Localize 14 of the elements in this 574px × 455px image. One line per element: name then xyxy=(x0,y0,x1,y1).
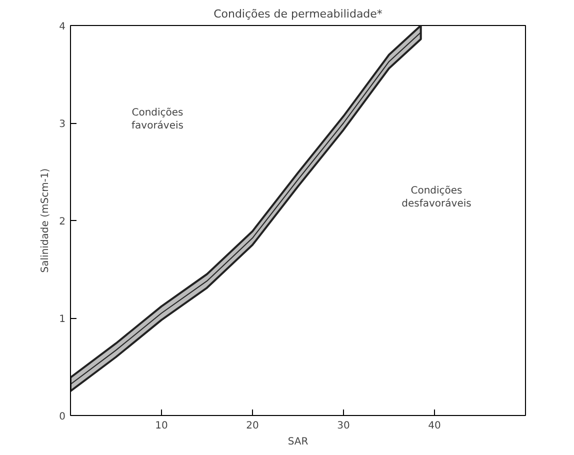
y-axis-title: Salinidade (mScm-1) xyxy=(40,168,52,273)
x-tick-label: 30 xyxy=(337,420,350,432)
annotation: Condições desfavoráveis xyxy=(402,185,472,210)
y-tick-label: 3 xyxy=(59,119,66,130)
y-tick-label: 2 xyxy=(59,216,66,228)
x-tick-label: 20 xyxy=(246,420,259,432)
y-tick-label: 0 xyxy=(59,412,66,422)
y-tick-label: 4 xyxy=(59,22,66,32)
x-axis-title: SAR xyxy=(288,436,308,448)
x-tick-label: 40 xyxy=(428,420,441,432)
y-tick-label: 1 xyxy=(59,314,66,325)
x-tick-label: 10 xyxy=(155,420,168,432)
chart-title: Condições de permeabilidade* xyxy=(214,8,383,20)
annotation: Condições favoráveis xyxy=(132,107,184,132)
